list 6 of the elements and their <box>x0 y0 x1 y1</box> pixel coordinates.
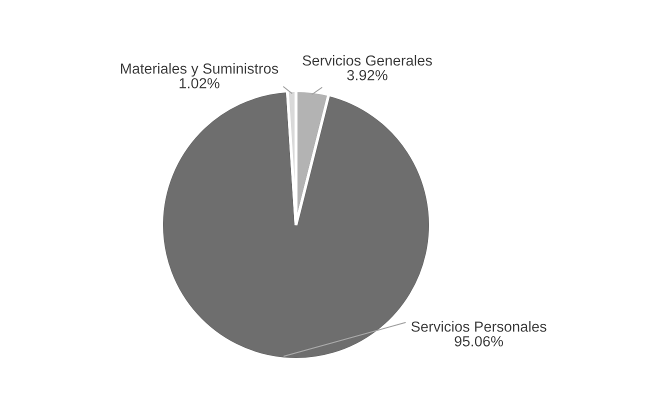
data-label: 95.06% <box>454 336 503 346</box>
data-label: 1.02% <box>180 78 220 88</box>
slice-label: Materiales y Suministros <box>121 63 278 77</box>
slice-label: Servicios Generales <box>302 54 432 66</box>
slice-label: Servicios Personales <box>411 321 546 332</box>
data-label: 3.92% <box>347 70 388 80</box>
